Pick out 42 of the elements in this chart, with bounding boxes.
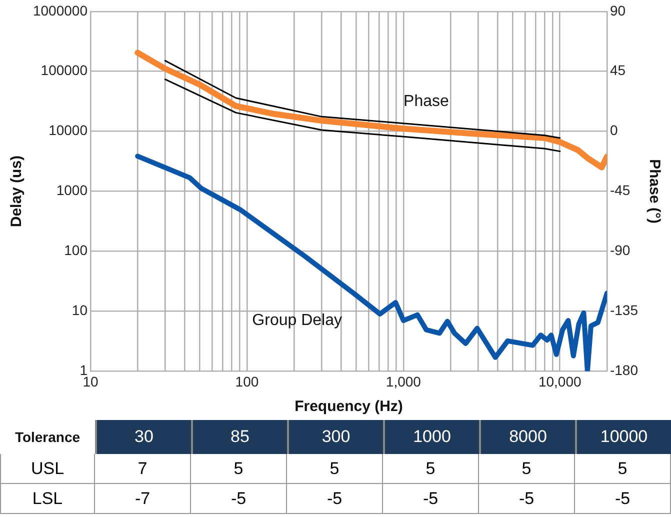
series-label: Group Delay — [252, 312, 342, 330]
x-tick-label: 300 — [287, 420, 383, 454]
x-tick-label: 1,000 — [386, 373, 422, 390]
y-tick-label: 100000 — [40, 62, 88, 78]
y2-tick-label: -180 — [610, 362, 638, 378]
y-tick-label: 1000 — [56, 182, 88, 198]
x-axis-title: Frequency (Hz) — [294, 398, 403, 416]
data-label: 5 — [191, 454, 287, 484]
data-label: -5 — [479, 484, 575, 514]
data-label: 5 — [479, 454, 575, 484]
y-axis-title: Delay (us) — [8, 155, 26, 228]
y2-tick-label: -45 — [610, 182, 630, 198]
y-tick-label: 1000000 — [32, 2, 88, 18]
data-label: 5 — [287, 454, 383, 484]
data-label: -5 — [287, 484, 383, 514]
y2-axis-title: Phase (°) — [646, 159, 663, 224]
data-label: -7 — [95, 484, 191, 514]
y2-tick-label: -90 — [610, 242, 630, 258]
data-label: -5 — [575, 484, 671, 514]
x-tick-label: 85 — [191, 420, 287, 454]
y2-tick-label: -135 — [610, 302, 638, 318]
x-tick-label: 10,000 — [538, 373, 582, 390]
y-tick-label: 100 — [64, 242, 88, 258]
data-label: -5 — [383, 484, 479, 514]
data-label: 5 — [383, 454, 479, 484]
data-label: -5 — [191, 484, 287, 514]
y2-tick-label: 90 — [610, 2, 626, 18]
y-tick-label: 10 — [72, 302, 88, 318]
y-tick-label: LSL — [0, 484, 95, 514]
chart-title: Tolerance — [14, 428, 82, 447]
x-tick-label: 100 — [235, 373, 259, 390]
x-tick-label: 1000 — [383, 420, 479, 454]
y2-tick-label: 45 — [610, 62, 626, 78]
y-tick-label: 10000 — [48, 122, 88, 138]
y-tick-label: USL — [0, 454, 95, 484]
x-tick-label: 10000 — [575, 420, 671, 454]
x-tick-label: 8000 — [479, 420, 575, 454]
x-tick-label: 30 — [95, 420, 191, 454]
series-label: Phase — [404, 92, 449, 110]
data-label: 7 — [95, 454, 191, 484]
y2-tick-label: 0 — [610, 122, 618, 138]
data-label: 5 — [575, 454, 671, 484]
